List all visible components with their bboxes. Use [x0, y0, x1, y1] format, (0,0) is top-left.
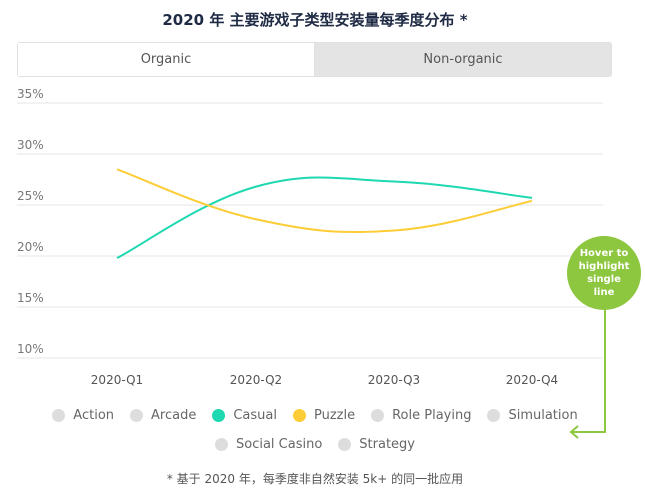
legend-dot	[371, 409, 385, 422]
tab-organic[interactable]: Organic	[18, 43, 315, 76]
legend-item-action[interactable]: Action	[52, 408, 114, 423]
legend-dot	[130, 409, 144, 422]
x-tick-label: 2020-Q4	[506, 373, 558, 387]
tab-bar: Organic Non-organic	[17, 42, 612, 77]
legend-label: Arcade	[151, 408, 197, 423]
series-line-puzzle[interactable]	[116, 168, 533, 234]
y-tick-label: 15%	[17, 291, 44, 305]
legend-label: Strategy	[359, 437, 415, 452]
legend-label: Role Playing	[392, 408, 472, 423]
legend-item-role-playing[interactable]: Role Playing	[371, 408, 471, 423]
legend-label: Action	[73, 408, 115, 423]
legend-dot	[212, 409, 226, 422]
legend-dot	[292, 409, 306, 422]
y-tick-label: 25%	[17, 189, 44, 203]
legend-dot	[215, 438, 228, 451]
y-tick-label: 30%	[17, 138, 44, 152]
hover-hint-callout: Hover to highlight single line	[567, 236, 641, 310]
tab-non-organic[interactable]: Non-organic	[423, 52, 503, 67]
legend-item-arcade[interactable]: Arcade	[130, 408, 196, 423]
series-line-casual[interactable]	[116, 176, 533, 259]
legend-dot	[338, 438, 352, 451]
footnote: * 基于 2020 年，每季度非自然安装 5k+ 的同一批应用	[166, 472, 464, 486]
legend-dot	[52, 409, 66, 422]
line-chart: 35% 30% 25% 20% 15% 10% 2020-Q1 2020-Q2 2020-Q3 2…	[17, 88, 603, 387]
legend-row-1: Action Arcade Casual Puzzle Role Playing…	[0, 408, 630, 423]
legend-row-2: Social Casino Strategy	[0, 437, 630, 452]
legend-item-casual[interactable]: Casual	[212, 408, 277, 423]
hover-hint-text: Hover to highlight single line	[578, 248, 630, 298]
y-tick-label: 20%	[17, 240, 44, 254]
y-tick-label: 10%	[17, 342, 44, 356]
legend-label: Casual	[233, 408, 277, 423]
legend-item-puzzle[interactable]: Puzzle	[292, 408, 356, 423]
x-tick-label: 2020-Q2	[230, 373, 282, 387]
x-tick-label: 2020-Q1	[91, 373, 143, 387]
legend-item-social-casino[interactable]: Social Casino	[215, 437, 322, 452]
x-tick-label: 2020-Q3	[368, 373, 420, 387]
legend-dot	[487, 409, 501, 422]
y-tick-label: 35%	[17, 88, 44, 101]
legend-item-strategy[interactable]: Strategy	[338, 437, 415, 452]
legend-item-simulation[interactable]: Simulation	[487, 408, 578, 423]
legend-label: Simulation	[508, 408, 578, 423]
chart-title: 2020 年 主要游戏子类型安装量每季度分布 *	[162, 11, 468, 29]
legend-label: Social Casino	[236, 437, 323, 452]
legend-label: Puzzle	[313, 408, 356, 423]
callout-arrow-icon	[569, 308, 606, 439]
